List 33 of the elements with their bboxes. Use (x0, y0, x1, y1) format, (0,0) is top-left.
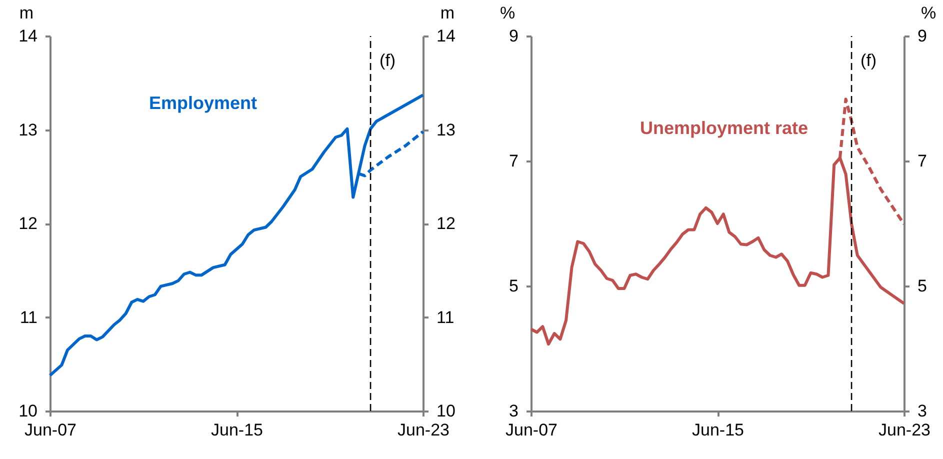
y2-tick-label: 3 (918, 402, 927, 420)
text: Employment (148, 93, 258, 113)
y2-tick-label: 14 (436, 26, 456, 46)
y-tick-label: 10 (18, 402, 38, 420)
ref-line-label: (f) (860, 51, 877, 70)
y-tick-label: 13 (18, 120, 38, 140)
x-tick-label: Jun-07 (506, 420, 558, 440)
line-series (48, 94, 424, 377)
y-tick-label: 12 (18, 214, 38, 233)
y-tick-label: 7 (509, 152, 518, 170)
y-tick-label: 11 (20, 308, 38, 327)
x-tick-label: Jun-07 (24, 420, 76, 440)
y-tick-label: 9 (509, 26, 518, 46)
y2-tick-label: 5 (918, 276, 927, 296)
y2-tick-label: 9 (918, 26, 927, 46)
x-tick-label: Jun-23 (878, 420, 930, 440)
y2-tick-label: 11 (436, 308, 454, 327)
y-axis-title: % (500, 4, 516, 22)
y2-axis-title: m (440, 4, 455, 22)
y-tick-label: 14 (18, 26, 38, 46)
x-tick-label: Jun-15 (692, 420, 744, 440)
text: Unemployment rate (640, 118, 808, 138)
y-tick-label: 3 (509, 402, 518, 420)
y2-tick-label: 7 (918, 152, 927, 170)
y2-tick-label: 13 (436, 120, 456, 140)
x-tick-label: Jun-23 (398, 420, 450, 440)
y-axis-title: m (19, 4, 34, 22)
y-tick-label: 5 (509, 276, 518, 296)
y2-tick-label: 12 (436, 214, 456, 233)
ref-line-label: (f) (380, 51, 396, 70)
y2-tick-label: 10 (436, 402, 456, 420)
y2-axis-title: % (920, 4, 936, 22)
x-tick-label: Jun-15 (211, 420, 263, 440)
